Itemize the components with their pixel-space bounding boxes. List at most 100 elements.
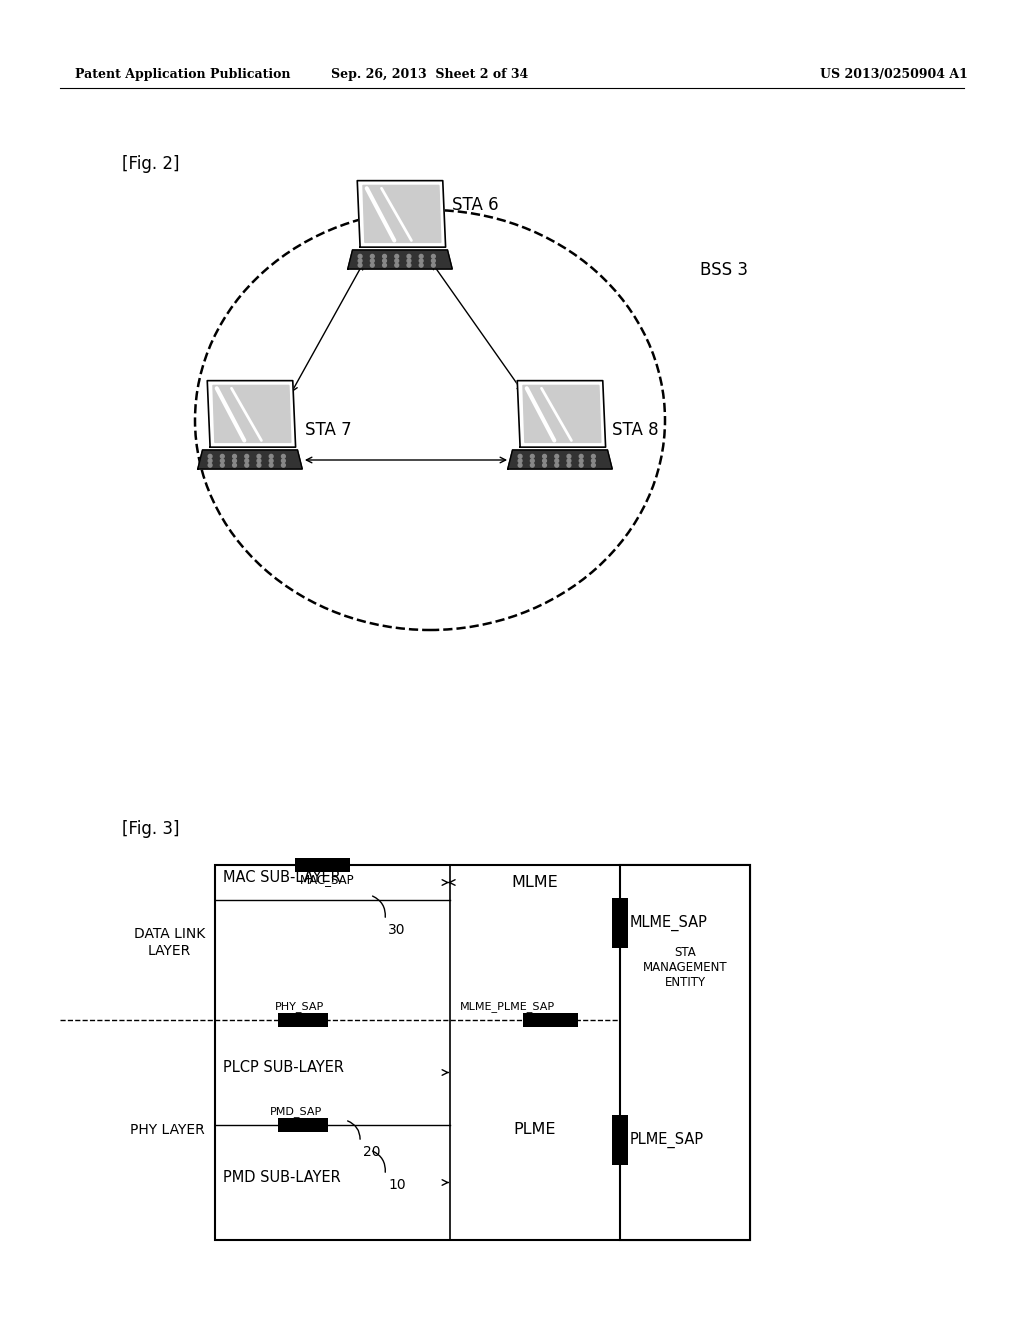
Circle shape bbox=[555, 463, 559, 467]
Text: 20: 20 bbox=[362, 1144, 381, 1159]
Text: [Fig. 3]: [Fig. 3] bbox=[122, 820, 179, 838]
Circle shape bbox=[257, 463, 261, 467]
Circle shape bbox=[208, 463, 212, 467]
Circle shape bbox=[395, 259, 398, 263]
Circle shape bbox=[419, 263, 423, 267]
Text: MLME_SAP: MLME_SAP bbox=[630, 915, 708, 931]
Circle shape bbox=[530, 463, 535, 467]
Circle shape bbox=[269, 463, 273, 467]
Text: PHY_SAP: PHY_SAP bbox=[275, 1001, 325, 1012]
Bar bbox=[215, 865, 750, 1239]
Circle shape bbox=[408, 263, 411, 267]
Circle shape bbox=[245, 454, 249, 458]
Polygon shape bbox=[523, 385, 601, 442]
Circle shape bbox=[431, 259, 435, 263]
Circle shape bbox=[543, 463, 547, 467]
Circle shape bbox=[220, 454, 224, 458]
Circle shape bbox=[580, 463, 583, 467]
Circle shape bbox=[580, 454, 583, 458]
Circle shape bbox=[518, 454, 522, 458]
Polygon shape bbox=[207, 380, 296, 447]
Text: MAC SUB-LAYER: MAC SUB-LAYER bbox=[223, 870, 341, 884]
Circle shape bbox=[220, 459, 224, 463]
Text: BSS 3: BSS 3 bbox=[700, 261, 748, 279]
Circle shape bbox=[245, 463, 249, 467]
Circle shape bbox=[371, 263, 374, 267]
Bar bbox=[295, 858, 350, 873]
Text: STA 7: STA 7 bbox=[305, 421, 351, 440]
Circle shape bbox=[395, 263, 398, 267]
Circle shape bbox=[232, 459, 237, 463]
Circle shape bbox=[530, 459, 535, 463]
Polygon shape bbox=[348, 249, 453, 269]
Circle shape bbox=[282, 459, 286, 463]
Circle shape bbox=[395, 255, 398, 259]
Circle shape bbox=[543, 459, 547, 463]
Text: 10: 10 bbox=[388, 1177, 406, 1192]
Polygon shape bbox=[508, 450, 612, 469]
Circle shape bbox=[257, 459, 261, 463]
Circle shape bbox=[383, 263, 386, 267]
Text: Sep. 26, 2013  Sheet 2 of 34: Sep. 26, 2013 Sheet 2 of 34 bbox=[332, 69, 528, 81]
Polygon shape bbox=[517, 380, 605, 447]
Circle shape bbox=[592, 454, 595, 458]
Circle shape bbox=[208, 459, 212, 463]
Text: DATA LINK
LAYER: DATA LINK LAYER bbox=[134, 928, 205, 957]
Circle shape bbox=[383, 259, 386, 263]
Text: STA 6: STA 6 bbox=[452, 195, 499, 214]
Circle shape bbox=[282, 463, 286, 467]
Circle shape bbox=[232, 463, 237, 467]
Circle shape bbox=[518, 463, 522, 467]
Text: PHY LAYER: PHY LAYER bbox=[130, 1123, 205, 1137]
Circle shape bbox=[555, 454, 559, 458]
Circle shape bbox=[431, 263, 435, 267]
Circle shape bbox=[592, 459, 595, 463]
Circle shape bbox=[371, 259, 374, 263]
Circle shape bbox=[408, 259, 411, 263]
Circle shape bbox=[555, 459, 559, 463]
Bar bbox=[612, 898, 628, 948]
Polygon shape bbox=[213, 385, 291, 442]
Circle shape bbox=[530, 454, 535, 458]
Circle shape bbox=[232, 454, 237, 458]
Bar bbox=[612, 1115, 628, 1166]
Text: [Fig. 2]: [Fig. 2] bbox=[122, 154, 179, 173]
Text: PMD_SAP: PMD_SAP bbox=[270, 1106, 323, 1117]
Circle shape bbox=[371, 255, 374, 259]
Circle shape bbox=[220, 463, 224, 467]
Circle shape bbox=[419, 259, 423, 263]
Circle shape bbox=[567, 454, 570, 458]
Text: PLME_SAP: PLME_SAP bbox=[630, 1131, 705, 1148]
Polygon shape bbox=[198, 450, 302, 469]
Bar bbox=[620, 865, 750, 1239]
Text: STA 8: STA 8 bbox=[612, 421, 658, 440]
Text: Patent Application Publication: Patent Application Publication bbox=[75, 69, 291, 81]
Circle shape bbox=[269, 454, 273, 458]
Bar bbox=[522, 1012, 578, 1027]
Circle shape bbox=[383, 255, 386, 259]
Circle shape bbox=[518, 459, 522, 463]
Text: MAC_SAP: MAC_SAP bbox=[300, 873, 354, 886]
Polygon shape bbox=[362, 185, 441, 243]
Bar bbox=[278, 1118, 328, 1133]
Circle shape bbox=[282, 454, 286, 458]
Text: MLME_PLME_SAP: MLME_PLME_SAP bbox=[460, 1001, 555, 1012]
Circle shape bbox=[208, 454, 212, 458]
Circle shape bbox=[567, 459, 570, 463]
Circle shape bbox=[358, 259, 362, 263]
Circle shape bbox=[408, 255, 411, 259]
Circle shape bbox=[269, 459, 273, 463]
Circle shape bbox=[358, 263, 362, 267]
Text: PLCP SUB-LAYER: PLCP SUB-LAYER bbox=[223, 1060, 344, 1074]
Text: US 2013/0250904 A1: US 2013/0250904 A1 bbox=[820, 69, 968, 81]
Bar bbox=[278, 1012, 328, 1027]
Text: STA
MANAGEMENT
ENTITY: STA MANAGEMENT ENTITY bbox=[643, 946, 727, 989]
Polygon shape bbox=[357, 181, 445, 247]
Circle shape bbox=[567, 463, 570, 467]
Text: MLME: MLME bbox=[512, 875, 558, 890]
Circle shape bbox=[431, 255, 435, 259]
Circle shape bbox=[257, 454, 261, 458]
Text: PMD SUB-LAYER: PMD SUB-LAYER bbox=[223, 1170, 341, 1185]
Circle shape bbox=[592, 463, 595, 467]
Circle shape bbox=[358, 255, 362, 259]
